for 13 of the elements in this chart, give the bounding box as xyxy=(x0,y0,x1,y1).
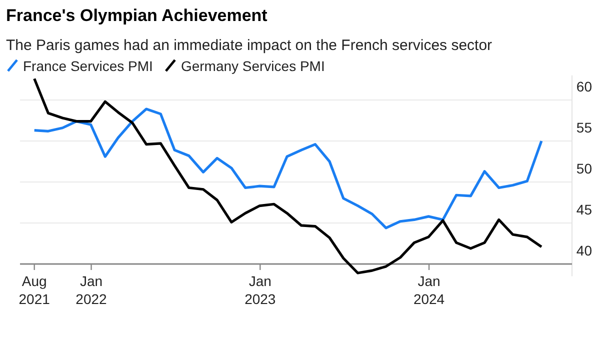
y-tick-label: 50 xyxy=(576,160,592,177)
chart-title: France's Olympian Achievement xyxy=(6,6,268,25)
legend-label: Germany Services PMI xyxy=(180,58,325,74)
chart-subtitle: The Paris games had an immediate impact on the French services sector xyxy=(6,37,492,54)
y-tick-label: 60 xyxy=(576,78,592,95)
x-tick-label: Jan 2023 xyxy=(244,273,276,308)
x-tick-label: Aug 2021 xyxy=(18,273,50,308)
x-tick-label: Jan 2022 xyxy=(76,273,108,308)
x-tick-label: Jan 2024 xyxy=(413,273,445,308)
y-tick-label: 40 xyxy=(576,242,592,259)
y-tick-label: 45 xyxy=(576,202,592,218)
legend-label: France Services PMI xyxy=(23,58,153,74)
y-tick-label: 55 xyxy=(576,120,592,136)
